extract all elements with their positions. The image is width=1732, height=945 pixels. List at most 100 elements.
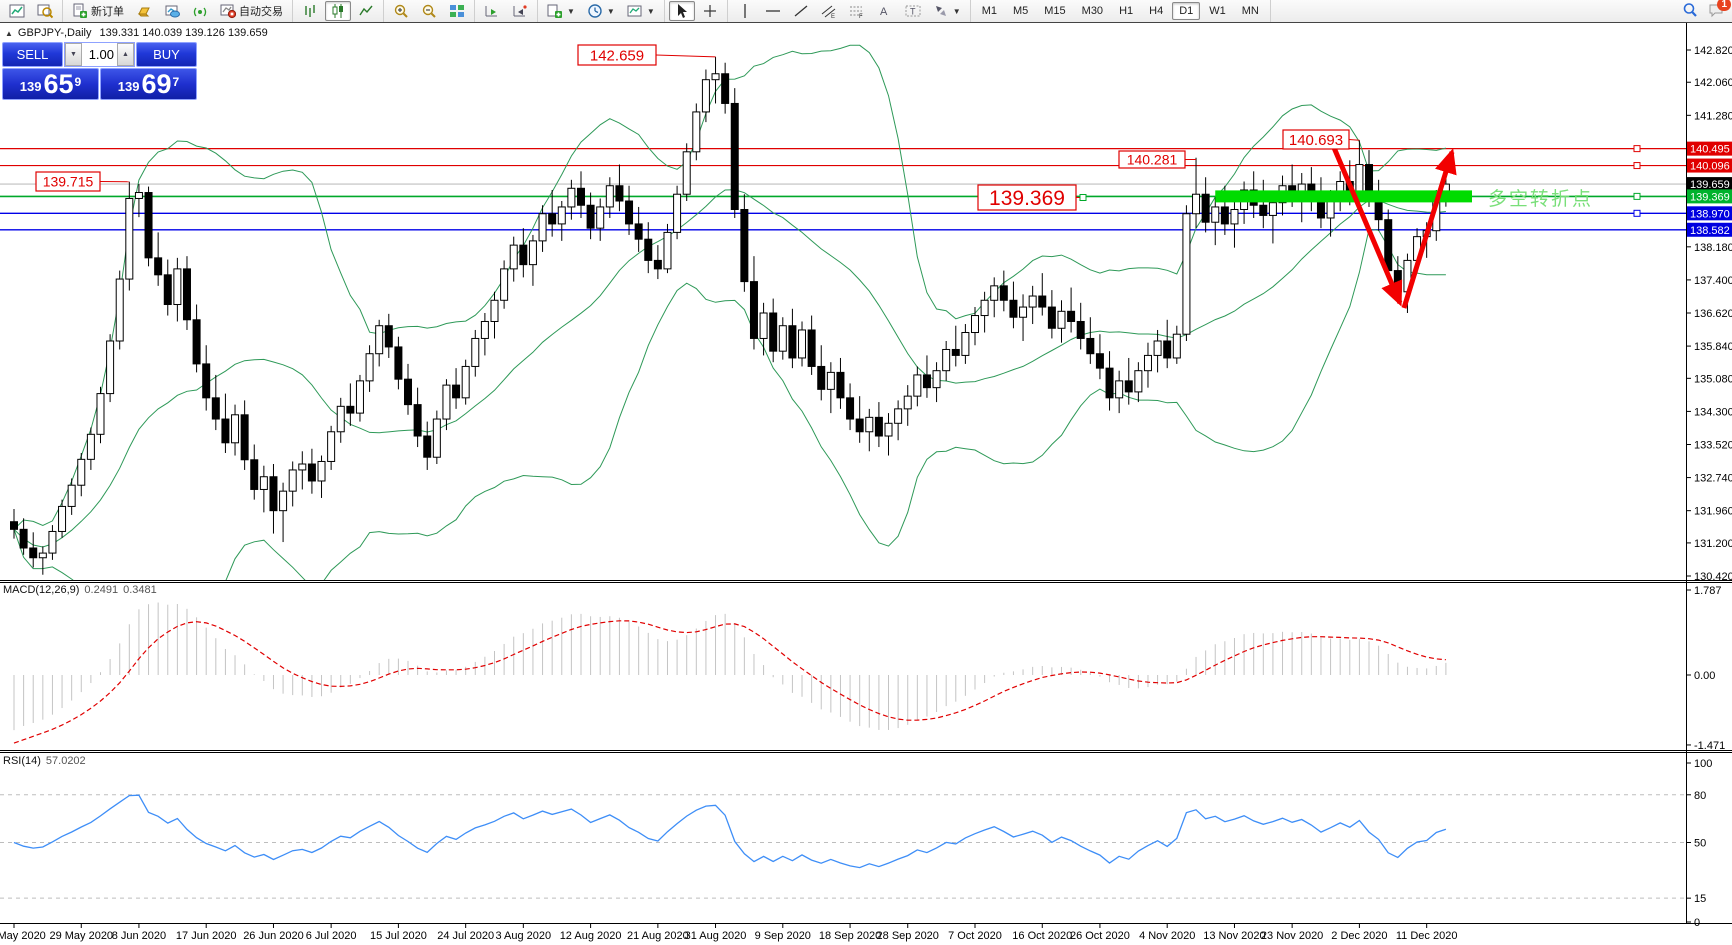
depth-of-market-button[interactable] (131, 1, 157, 21)
svg-text:139.715: 139.715 (43, 174, 94, 190)
cursor-button[interactable] (668, 1, 695, 21)
vertical-line-icon (744, 4, 746, 18)
timeframe-button-m1[interactable]: M1 (981, 5, 997, 17)
timeframe-button-m15[interactable]: M15 (1044, 5, 1066, 17)
ohlc-values: 139.331 140.039 139.126 139.659 (99, 27, 268, 39)
sell-price-sup: 9 (74, 75, 82, 89)
rsi-value: 57.0202 (45, 755, 86, 767)
svg-text:12 Aug 2020: 12 Aug 2020 (560, 930, 622, 942)
line-chart-button[interactable] (353, 1, 379, 21)
search-button[interactable] (1682, 2, 1698, 21)
new-order-button[interactable]: 新订单 (67, 1, 129, 21)
svg-text:15 Jul 2020: 15 Jul 2020 (370, 930, 427, 942)
signal-icon (193, 7, 207, 17)
horizontal-line-button[interactable] (760, 1, 786, 21)
zoom-out-button[interactable] (416, 1, 442, 21)
bar-chart-button[interactable] (297, 1, 323, 21)
timeframe-button-m5[interactable]: M5 (1012, 5, 1029, 17)
collapse-arrow-icon[interactable]: ▲ (5, 29, 13, 38)
clock-icon (588, 4, 602, 18)
svg-text:142.659: 142.659 (590, 47, 644, 64)
svg-text:2 Dec 2020: 2 Dec 2020 (1331, 930, 1387, 942)
chart-shift-icon (513, 5, 527, 17)
timeframe-button-h4[interactable]: H4 (1149, 5, 1164, 17)
timeframe-button-mn[interactable]: MN (1241, 5, 1259, 17)
zoom-in-icon (394, 4, 408, 18)
svg-text:4 Nov 2020: 4 Nov 2020 (1139, 930, 1195, 942)
timeframe-button-h1[interactable]: H1 (1119, 5, 1134, 17)
toolbar-group-zoom (384, 0, 475, 22)
svg-text:142.820: 142.820 (1694, 45, 1732, 57)
chart-shift-button[interactable] (507, 1, 533, 21)
sell-price-button[interactable]: 139 65 9 (2, 68, 99, 100)
volume-increase-button[interactable]: ▲ (117, 43, 134, 66)
macd-name: MACD(12,26,9) (3, 584, 80, 596)
toolbar-group-chart-type (293, 0, 384, 22)
periods-button[interactable]: ▼ (582, 1, 620, 21)
templates-button[interactable]: ▼ (622, 1, 660, 21)
template-chart-icon (627, 5, 642, 17)
toolbar: 新订单 自动交易 ▼ ▼ ▼ (0, 0, 1732, 23)
rsi-pane-label: RSI(14) 57.0202 (3, 755, 86, 767)
zoom-in-button[interactable] (388, 1, 414, 21)
text-icon: A (880, 6, 888, 18)
arrows-button[interactable]: ▼ (928, 1, 966, 21)
svg-text:0: 0 (1694, 917, 1700, 929)
svg-text:80: 80 (1694, 790, 1706, 802)
chart-profile-button[interactable] (32, 1, 58, 21)
text-button[interactable]: A (872, 1, 898, 21)
equidistant-channel-button[interactable]: E (816, 1, 842, 21)
crosshair-button[interactable] (697, 1, 723, 21)
svg-text:139.369: 139.369 (989, 187, 1065, 210)
timeframe-button-m30[interactable]: M30 (1081, 5, 1104, 17)
signals-button[interactable] (187, 1, 213, 21)
svg-text:139.659: 139.659 (1690, 179, 1730, 191)
svg-text:11 Dec 2020: 11 Dec 2020 (1396, 930, 1458, 942)
svg-text:135.840: 135.840 (1694, 341, 1732, 353)
market-button[interactable] (159, 1, 185, 21)
trendline-icon (794, 5, 808, 17)
svg-text:9 Sep 2020: 9 Sep 2020 (755, 930, 811, 942)
candlestick-chart-icon (332, 4, 343, 18)
autotrading-button[interactable]: 自动交易 (215, 1, 288, 21)
sell-button[interactable]: SELL (2, 42, 63, 67)
svg-text:100: 100 (1694, 758, 1712, 770)
tile-windows-button[interactable] (444, 1, 470, 21)
timeframe-button-w1[interactable]: W1 (1209, 5, 1226, 17)
trendline-button[interactable] (788, 1, 814, 21)
fibonacci-button[interactable]: F (844, 1, 870, 21)
toolbar-group-trade: 新订单 自动交易 (63, 0, 293, 22)
svg-text:139.369: 139.369 (1690, 191, 1730, 203)
auto-scroll-button[interactable] (479, 1, 505, 21)
indicators-button[interactable]: ▼ (542, 1, 580, 21)
toolbar-group-indicators: ▼ ▼ ▼ (538, 0, 665, 22)
svg-text:13 Nov 2020: 13 Nov 2020 (1203, 930, 1265, 942)
vertical-line-button[interactable] (732, 1, 758, 21)
svg-text:136.620: 136.620 (1694, 308, 1732, 320)
svg-text:132.740: 132.740 (1694, 473, 1732, 485)
text-label-button[interactable]: T (900, 1, 926, 21)
sell-button-label: SELL (16, 47, 49, 62)
buy-button[interactable]: BUY (136, 42, 197, 67)
tile-windows-icon (450, 5, 464, 17)
candlestick-chart-button[interactable] (325, 1, 351, 21)
toolbar-group-scroll (475, 0, 538, 22)
toolbar-group-charts (0, 0, 63, 22)
timeframe-button-d1[interactable]: D1 (1172, 2, 1201, 20)
svg-text:7 Oct 2020: 7 Oct 2020 (948, 930, 1002, 942)
volume-input[interactable] (82, 43, 117, 66)
buy-price-button[interactable]: 139 69 7 (100, 68, 197, 100)
indicators-add-icon (547, 4, 562, 18)
svg-text:26 Jun 2020: 26 Jun 2020 (243, 930, 304, 942)
notifications-button[interactable]: 1 (1708, 0, 1731, 21)
zoom-out-icon (422, 4, 436, 18)
svg-text:138.582: 138.582 (1690, 225, 1730, 237)
svg-text:135.080: 135.080 (1694, 373, 1732, 385)
magnifier-window-icon (37, 4, 53, 19)
caret-down-icon: ▼ (70, 51, 77, 58)
chart-cloud-icon (165, 5, 180, 18)
volume-decrease-button[interactable]: ▼ (65, 43, 82, 66)
new-chart-button[interactable] (4, 1, 30, 21)
